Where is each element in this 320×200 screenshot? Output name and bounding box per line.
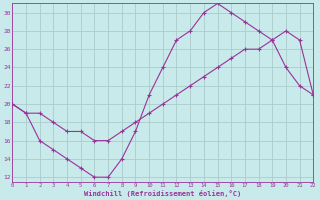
X-axis label: Windchill (Refroidissement éolien,°C): Windchill (Refroidissement éolien,°C) [84,190,242,197]
